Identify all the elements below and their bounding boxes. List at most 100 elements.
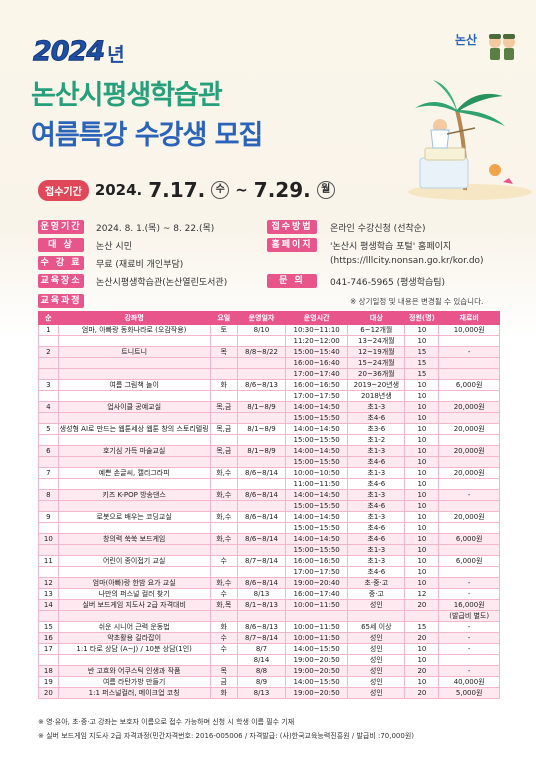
fee-value: 무료 (재료비 개인부담) — [96, 260, 184, 270]
table-cell — [57, 500, 211, 512]
table-cell: 10 — [404, 566, 440, 578]
table-cell: 1:1 퍼스널컬러, 메이크업 코칭 — [57, 687, 211, 699]
table-cell: 화 — [209, 379, 238, 391]
table-cell — [57, 357, 211, 369]
table-cell: 10 — [404, 423, 440, 435]
table-row: 11 어린이 종이접기 교실 수 8/7~8/14 16:00~16:50 초1-3 10 6… — [38, 555, 500, 567]
table-cell: 20 — [38, 687, 59, 699]
table-cell: 트니트니 — [57, 346, 211, 358]
table-cell — [438, 335, 500, 347]
table-cell: 16 — [38, 632, 59, 644]
table-cell: - — [438, 632, 500, 644]
table-cell: 20~36개월 — [347, 368, 406, 380]
homepage-url[interactable]: (https://lllcity.nonsan.go.kr/kor.do) — [330, 256, 484, 266]
table-cell: 15:00~15:40 — [285, 346, 349, 358]
table-cell — [38, 522, 59, 534]
table-cell — [209, 335, 238, 347]
table-cell: 6,000원 — [438, 379, 500, 391]
table-cell: 성인 — [347, 687, 406, 699]
start-date-value: 7.17. — [148, 178, 206, 202]
table-cell — [57, 412, 211, 424]
table-cell — [438, 654, 500, 666]
table-cell — [236, 368, 287, 380]
table-cell: 10:00~11:50 — [285, 599, 349, 611]
table-cell: 여름 그림책 놀이 — [57, 379, 211, 391]
table-cell: 20,000원 — [438, 423, 500, 435]
table-cell: 여름 라탄가방 만들기 — [57, 676, 211, 688]
table-cell: 3 — [38, 379, 59, 391]
table-cell: 15 — [38, 621, 59, 633]
table-cell: 8/6~8/14 — [236, 467, 287, 479]
table-cell — [209, 610, 238, 622]
table-row: 18 반 고흐와 어쿠스틱 인생과 작품 목 8/8 19:00~20:50 성인 20- — [38, 665, 500, 677]
table-cell: 6,000원 — [438, 555, 500, 567]
table-cell: 11:20~12:00 — [285, 335, 349, 347]
table-row: 8/14 19:00~20:50 성인 10 — [38, 654, 500, 666]
table-cell — [347, 610, 406, 622]
table-row: 4 업사이클 공예교실 목,금 8/1~8/9 14:00~14:50 초1-3 10 20,… — [38, 401, 500, 413]
table-cell: 9 — [38, 511, 59, 523]
table-cell: 19:00~20:40 — [285, 577, 349, 589]
table-cell — [236, 412, 287, 424]
table-cell: 초3-6 — [347, 423, 406, 435]
table-cell: 8/6~8/13 — [236, 621, 287, 633]
table-row: 19 여름 라탄가방 만들기 금 8/9 14:00~15:50 성인 10 40,000원 — [38, 676, 500, 688]
table-cell: 목,금 — [209, 445, 238, 457]
table-cell: 18 — [38, 665, 59, 677]
table-cell — [38, 335, 59, 347]
table-cell: 성인 — [347, 676, 406, 688]
table-cell: 창의력 쑥쑥 보드게임 — [57, 533, 211, 545]
table-cell: 10:30~11:10 — [285, 324, 349, 336]
apply-label: 접수방법 — [267, 220, 317, 234]
table-row: 16:00~16:40 15~24개월 15 — [38, 357, 500, 369]
table-cell — [38, 434, 59, 446]
table-cell: 10 — [404, 643, 440, 655]
table-cell: 8/9 — [236, 676, 287, 688]
table-cell: 8/6~8/14 — [236, 511, 287, 523]
table-cell — [57, 566, 211, 578]
table-cell: 15 — [404, 368, 440, 380]
table-cell: 10 — [38, 533, 59, 545]
table-cell: 화,수 — [209, 533, 238, 545]
table-cell: 10 — [404, 379, 440, 391]
table-cell: 생성형 AI로 만드는 웹툰세상 웹툰 창의 스토리텔링 — [57, 423, 211, 435]
table-cell: 목,금 — [209, 401, 238, 413]
table-cell: 10 — [404, 412, 440, 424]
table-row: 7 예쁜 손글씨, 캘리그라피 화,수 8/6~8/14 10:00~10:50 초1-3… — [38, 467, 500, 479]
table-cell — [38, 456, 59, 468]
table-cell: 19:00~20:50 — [285, 654, 349, 666]
end-day-circle: 월 — [316, 181, 335, 199]
table-cell: 10 — [404, 676, 440, 688]
homepage-label: 홈페이지 — [267, 238, 317, 252]
table-cell: 중·고 — [347, 588, 406, 600]
table-cell: 초1-2 — [347, 434, 406, 446]
table-cell: 8/6~8/14 — [236, 489, 287, 501]
table-cell — [57, 522, 211, 534]
table-cell: 19 — [38, 676, 59, 688]
table-cell: 15 — [404, 621, 440, 633]
title-line2: 여름특강 수강생 모집 — [31, 120, 263, 151]
table-cell: 17:00~17:40 — [285, 368, 349, 380]
table-cell: 목 — [209, 346, 238, 358]
table-cell: 10 — [404, 522, 440, 534]
table-cell: 10 — [404, 577, 440, 589]
table-row: 17:00~17:50 초4-6 10 — [38, 566, 500, 578]
table-cell — [209, 522, 238, 534]
table-cell — [236, 544, 287, 556]
table-cell: - — [438, 621, 500, 633]
table-cell: 10 — [404, 489, 440, 501]
table-cell — [438, 456, 500, 468]
table-cell: 10 — [404, 500, 440, 512]
table-cell: 초·중·고 — [347, 577, 406, 589]
table-cell: 8/6~8/14 — [236, 577, 287, 589]
table-cell: 13 — [38, 588, 59, 600]
table-cell: 12~19개월 — [347, 346, 406, 358]
table-cell — [57, 610, 211, 622]
table-cell — [236, 357, 287, 369]
table-cell: 목 — [209, 665, 238, 677]
table-cell — [404, 610, 440, 622]
table-cell: - — [438, 346, 500, 358]
logo-text: 논산 — [455, 33, 478, 47]
table-cell: (발급비 별도) — [438, 610, 500, 622]
table-cell: 8/6~8/14 — [236, 533, 287, 545]
